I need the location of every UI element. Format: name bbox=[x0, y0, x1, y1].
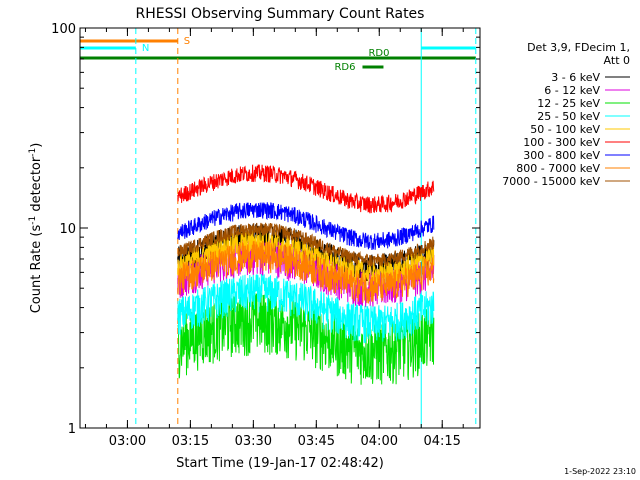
series-line-2-0 bbox=[177, 293, 435, 385]
y-label-mid: detector bbox=[29, 156, 44, 216]
legend-label-8: 7000 - 15000 keV bbox=[502, 175, 600, 188]
flag-label-s: S bbox=[184, 36, 190, 47]
series-line-7-0 bbox=[177, 240, 435, 304]
legend-label-2: 12 - 25 keV bbox=[537, 97, 600, 110]
flag-label-rd6: RD6 bbox=[334, 62, 355, 73]
y-label-sup2: -1 bbox=[28, 148, 38, 157]
legend-label-1: 6 - 12 keV bbox=[544, 84, 600, 97]
x-tick-label-4: 04:00 bbox=[361, 434, 398, 449]
legend-label-0: 3 - 6 keV bbox=[551, 71, 600, 84]
axis-layer: 03:00 03:15 03:30 03:45 04:00 04:15 1 10 100 bbox=[51, 22, 480, 449]
series-line-8-0 bbox=[177, 222, 435, 267]
x-tick-label-0: 03:00 bbox=[109, 434, 146, 449]
y-label-end: ) bbox=[29, 143, 44, 148]
x-tick-label-2: 03:30 bbox=[235, 434, 272, 449]
y-axis-label: Count Rate (s-1 detector-1) bbox=[28, 143, 44, 314]
flag-label-n: N bbox=[142, 43, 149, 54]
x-tick-label-5: 04:15 bbox=[423, 434, 460, 449]
series-line-6-0 bbox=[177, 202, 435, 251]
y-tick-label-1: 10 bbox=[59, 222, 76, 237]
flag-layer: S N RD0 RD6 bbox=[80, 36, 476, 73]
y-tick-label-0: 1 bbox=[68, 422, 76, 437]
y-label-sup1: -1 bbox=[28, 216, 38, 225]
series-line-5-0 bbox=[177, 164, 435, 214]
legend-label-6: 300 - 800 keV bbox=[523, 149, 600, 162]
series-line-3-0 bbox=[177, 273, 435, 344]
footer-timestamp: 1-Sep-2022 23:10 bbox=[564, 467, 636, 476]
legend-label-7: 800 - 7000 keV bbox=[516, 162, 600, 175]
y-tick-label-2: 100 bbox=[51, 22, 76, 37]
x-tick-label-3: 03:45 bbox=[298, 434, 335, 449]
legend-label-3: 25 - 50 keV bbox=[537, 110, 600, 123]
chart-title: RHESSI Observing Summary Count Rates bbox=[136, 6, 425, 22]
y-label-main: Count Rate (s bbox=[29, 225, 44, 314]
x-axis-label: Start Time (19-Jan-17 02:48:42) bbox=[176, 456, 384, 471]
legend-label-4: 50 - 100 keV bbox=[530, 123, 600, 136]
series-layer bbox=[177, 164, 435, 385]
flag-label-rd0: RD0 bbox=[368, 48, 389, 59]
legend-header-line1: Det 3,9, FDecim 1, bbox=[527, 41, 630, 54]
legend-label-5: 100 - 300 keV bbox=[523, 136, 600, 149]
legend-header-line2: Att 0 bbox=[604, 54, 630, 67]
x-tick-label-1: 03:15 bbox=[172, 434, 209, 449]
